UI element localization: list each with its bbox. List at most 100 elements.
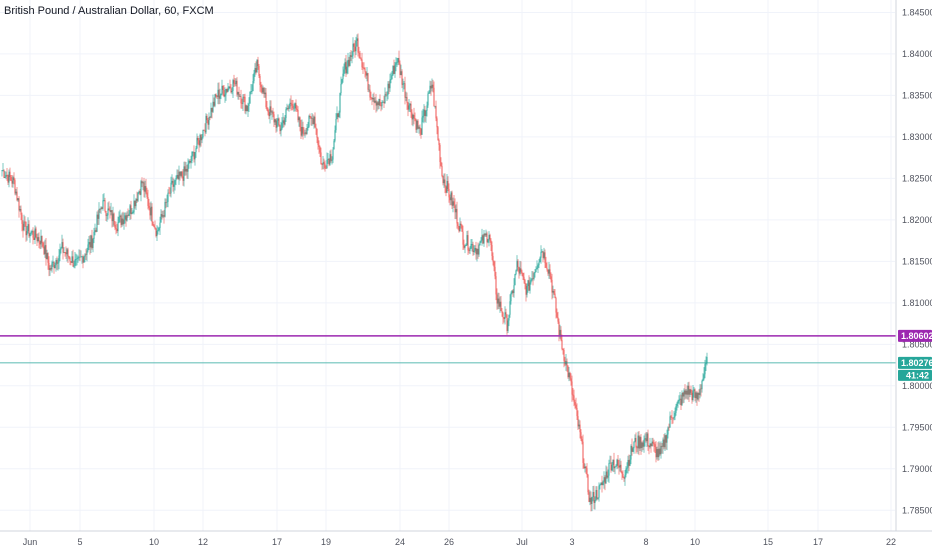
candle-body xyxy=(562,348,564,350)
candle-body xyxy=(240,96,242,104)
candle-body xyxy=(190,160,192,163)
candle-body xyxy=(561,340,563,349)
candle-body xyxy=(690,389,692,393)
candle-body xyxy=(468,250,470,252)
candle-body xyxy=(310,116,312,119)
candle-body xyxy=(515,270,517,275)
candle-body xyxy=(123,219,125,225)
candle-body xyxy=(699,388,701,395)
candle-body xyxy=(55,260,57,266)
candle-body xyxy=(205,115,207,133)
y-tick-label: 1.83000 xyxy=(902,132,932,142)
candle-body xyxy=(365,71,367,76)
candle-body xyxy=(322,162,324,165)
candle-body xyxy=(108,208,110,211)
candle-body xyxy=(244,96,246,112)
candle-body xyxy=(291,103,293,106)
candle-body xyxy=(356,38,358,42)
candle-body xyxy=(434,105,436,107)
candle-body xyxy=(336,113,338,119)
candle-body xyxy=(103,200,105,201)
candle-body xyxy=(182,176,184,181)
candle-body xyxy=(451,192,453,206)
candle-body xyxy=(117,222,119,232)
candle-body xyxy=(285,109,287,119)
candle-body xyxy=(21,214,23,224)
candle-body xyxy=(427,93,429,106)
candle-body xyxy=(547,269,549,274)
candle-body xyxy=(173,184,175,187)
candle-body xyxy=(393,65,395,74)
candle-body xyxy=(3,170,5,178)
candle-body xyxy=(390,79,392,80)
candle-body xyxy=(574,402,576,405)
candle-body xyxy=(484,233,486,236)
candle-body xyxy=(87,244,89,251)
candle-body xyxy=(148,205,150,208)
candle-body xyxy=(507,320,509,332)
candle-body xyxy=(485,233,487,236)
candle-body xyxy=(250,91,252,92)
candle-body xyxy=(651,441,653,447)
candle-body xyxy=(212,101,214,112)
candle-body xyxy=(521,271,523,273)
candle-body xyxy=(375,100,377,106)
candle-body xyxy=(313,116,315,125)
candle-body xyxy=(459,223,461,232)
candle-body xyxy=(158,228,160,231)
candle-body xyxy=(283,120,285,125)
candle-body xyxy=(162,215,164,217)
candle-body xyxy=(480,240,482,242)
candle-body xyxy=(297,109,299,121)
candle-body xyxy=(202,129,204,138)
candle-body xyxy=(88,242,90,245)
candle-body xyxy=(388,83,390,89)
candle-body xyxy=(405,96,407,98)
candle-body xyxy=(461,225,463,232)
candle-body xyxy=(71,256,73,263)
candle-body xyxy=(92,238,94,248)
candle-body xyxy=(272,111,274,115)
x-tick-label: 15 xyxy=(763,537,773,547)
price-badge xyxy=(898,329,932,342)
candle-body xyxy=(9,171,11,178)
candle-body xyxy=(623,477,625,479)
candle-body xyxy=(270,106,272,113)
candle-body xyxy=(279,125,281,132)
candle-body xyxy=(222,85,224,90)
candle-body xyxy=(100,207,102,210)
candle-body xyxy=(235,80,237,85)
candle-body xyxy=(619,464,621,468)
price-axis[interactable]: 1.84500 1.84000 1.83500 1.83000 1.82500 1.820… xyxy=(902,7,932,515)
candle-body xyxy=(215,94,217,97)
candle-body xyxy=(219,95,221,99)
time-axis[interactable]: Jun 5 10 12 17 19 24 26 Jul 3 8 10 15 17 22 xyxy=(23,537,896,547)
candle-body xyxy=(34,228,36,241)
candle-body xyxy=(400,71,402,75)
candle-body xyxy=(137,192,139,201)
candle-body xyxy=(607,475,609,478)
candle-body xyxy=(2,170,4,171)
candle-body xyxy=(363,68,365,69)
candle-body xyxy=(236,80,238,95)
candle-body xyxy=(289,102,291,107)
x-tick-label: 19 xyxy=(321,537,331,547)
candle-body xyxy=(197,137,199,141)
candle-body xyxy=(203,129,205,131)
candle-body xyxy=(41,235,43,243)
candle-body xyxy=(223,89,225,97)
candle-body xyxy=(497,298,499,304)
candle-body xyxy=(249,91,251,104)
candle-body xyxy=(441,165,443,177)
candle-body xyxy=(364,68,366,72)
candle-body xyxy=(550,276,552,280)
candle-body xyxy=(371,97,373,100)
candle-body xyxy=(183,166,185,181)
candle-body xyxy=(20,209,22,215)
candle-body xyxy=(105,210,107,216)
candle-body xyxy=(177,174,179,180)
candle-body xyxy=(201,137,203,141)
candle-body xyxy=(73,265,75,267)
candle-body xyxy=(43,246,45,255)
